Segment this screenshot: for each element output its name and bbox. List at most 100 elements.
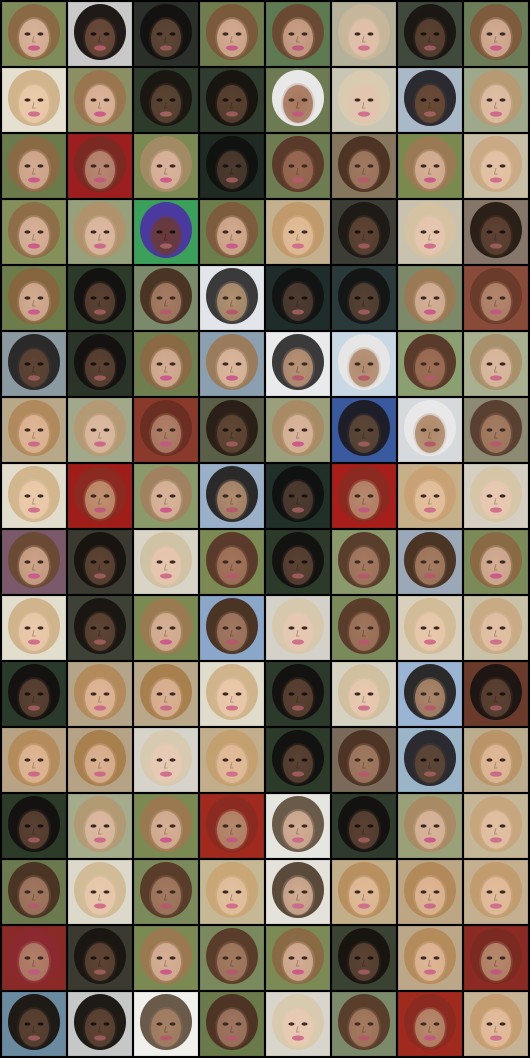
face-image bbox=[134, 2, 198, 66]
face-thumbnail bbox=[398, 596, 462, 660]
left-eye bbox=[487, 1022, 493, 1025]
left-eye bbox=[157, 296, 163, 299]
right-eye bbox=[368, 956, 374, 959]
face-image bbox=[200, 398, 264, 462]
right-eye bbox=[434, 296, 440, 299]
right-eye bbox=[434, 428, 440, 431]
face-image bbox=[2, 2, 66, 66]
face-thumbnail bbox=[2, 464, 66, 528]
mouth bbox=[94, 771, 106, 776]
left-eye bbox=[289, 758, 295, 761]
face-thumbnail bbox=[332, 530, 396, 594]
left-eye bbox=[421, 560, 427, 563]
right-eye bbox=[104, 560, 110, 563]
left-eye bbox=[223, 824, 229, 827]
mouth bbox=[490, 243, 502, 248]
left-eye bbox=[487, 560, 493, 563]
right-eye bbox=[368, 98, 374, 101]
face-image bbox=[266, 860, 330, 924]
face-image bbox=[332, 596, 396, 660]
face-thumbnail bbox=[2, 332, 66, 396]
face-thumbnail bbox=[134, 662, 198, 726]
mouth bbox=[490, 45, 502, 50]
mouth bbox=[226, 309, 238, 314]
face-thumbnail bbox=[332, 926, 396, 990]
right-eye bbox=[104, 494, 110, 497]
left-eye bbox=[157, 956, 163, 959]
left-eye bbox=[355, 164, 361, 167]
face-thumbnail bbox=[398, 728, 462, 792]
face-thumbnail bbox=[2, 662, 66, 726]
left-eye bbox=[289, 98, 295, 101]
face-thumbnail bbox=[332, 728, 396, 792]
mouth bbox=[292, 441, 304, 446]
left-eye bbox=[289, 164, 295, 167]
left-eye bbox=[91, 98, 97, 101]
mouth bbox=[358, 771, 370, 776]
right-eye bbox=[170, 362, 176, 365]
face-thumbnail bbox=[398, 266, 462, 330]
left-eye bbox=[91, 560, 97, 563]
face-image bbox=[266, 2, 330, 66]
mouth bbox=[424, 441, 436, 446]
mouth bbox=[160, 639, 172, 644]
right-eye bbox=[38, 1022, 44, 1025]
face-image bbox=[68, 860, 132, 924]
right-eye bbox=[38, 824, 44, 827]
face-thumbnail bbox=[2, 2, 66, 66]
left-eye bbox=[289, 494, 295, 497]
face-image bbox=[68, 398, 132, 462]
left-eye bbox=[289, 692, 295, 695]
right-eye bbox=[500, 626, 506, 629]
left-eye bbox=[91, 164, 97, 167]
face-image bbox=[68, 992, 132, 1056]
mouth bbox=[160, 375, 172, 380]
left-eye bbox=[487, 362, 493, 365]
face-thumbnail bbox=[68, 926, 132, 990]
face-image bbox=[134, 926, 198, 990]
face-thumbnail bbox=[266, 332, 330, 396]
right-eye bbox=[500, 692, 506, 695]
face-thumbnail bbox=[68, 860, 132, 924]
face-thumbnail bbox=[464, 794, 528, 858]
right-eye bbox=[170, 626, 176, 629]
mouth bbox=[28, 969, 40, 974]
face-image bbox=[266, 596, 330, 660]
face-image bbox=[332, 2, 396, 66]
face-image bbox=[134, 860, 198, 924]
right-eye bbox=[236, 626, 242, 629]
face-image bbox=[398, 464, 462, 528]
face-image bbox=[200, 794, 264, 858]
left-eye bbox=[25, 824, 31, 827]
face-image bbox=[464, 398, 528, 462]
left-eye bbox=[355, 626, 361, 629]
face-image bbox=[266, 134, 330, 198]
mouth bbox=[490, 903, 502, 908]
mouth bbox=[490, 837, 502, 842]
face-thumbnail bbox=[464, 530, 528, 594]
face-image bbox=[464, 68, 528, 132]
face-image bbox=[332, 860, 396, 924]
mouth bbox=[28, 309, 40, 314]
face-image bbox=[2, 398, 66, 462]
right-eye bbox=[236, 494, 242, 497]
right-eye bbox=[38, 32, 44, 35]
right-eye bbox=[236, 98, 242, 101]
face-image bbox=[134, 464, 198, 528]
face-thumbnail bbox=[134, 200, 198, 264]
mouth bbox=[160, 969, 172, 974]
left-eye bbox=[421, 1022, 427, 1025]
left-eye bbox=[421, 32, 427, 35]
face-image bbox=[398, 134, 462, 198]
mouth bbox=[160, 507, 172, 512]
face-image bbox=[464, 332, 528, 396]
left-eye bbox=[25, 164, 31, 167]
mouth bbox=[160, 705, 172, 710]
mouth bbox=[160, 903, 172, 908]
right-eye bbox=[104, 362, 110, 365]
face-image bbox=[266, 794, 330, 858]
face-thumbnail bbox=[2, 596, 66, 660]
mouth bbox=[94, 111, 106, 116]
right-eye bbox=[434, 956, 440, 959]
